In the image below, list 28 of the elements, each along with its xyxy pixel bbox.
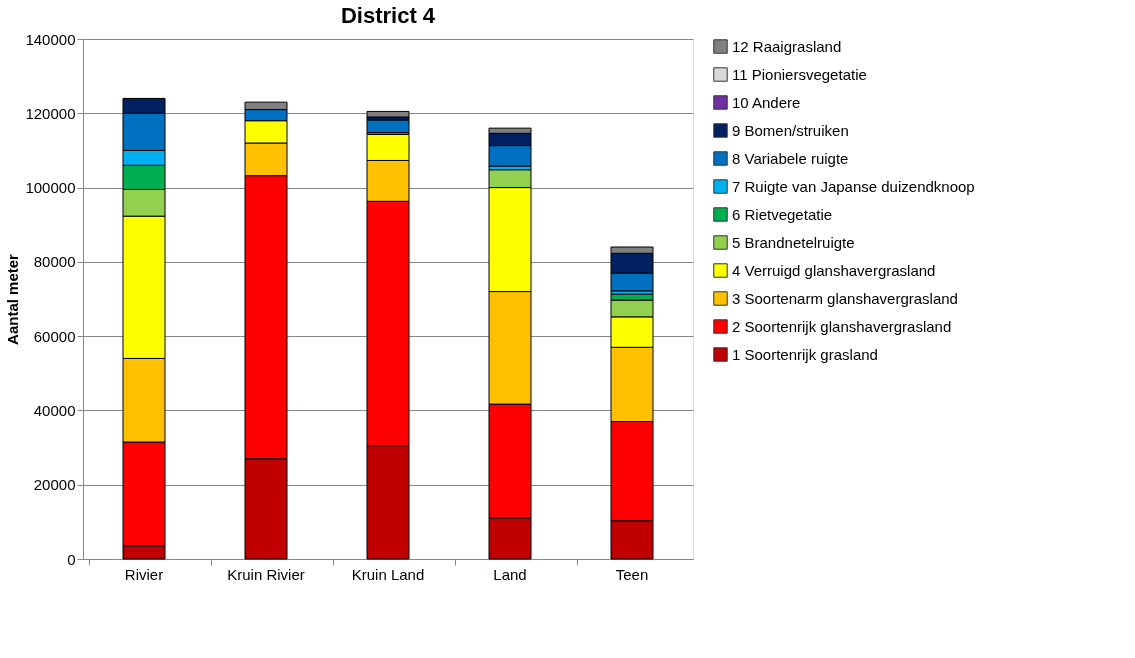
y-tick-label: 40000 [33,401,76,419]
y-tick-label: 20000 [33,476,76,494]
y-tick-label: 140000 [25,30,76,48]
x-tick-label: Kruin Land [351,565,425,583]
y-tick-label: 0 [67,550,76,568]
legend-label: 10 Andere [732,93,801,111]
legend-label: 4 Verruigd glanshavergrasland [732,261,936,279]
x-tick-label: Land [493,565,527,583]
legend-label: 6 Rietvegetatie [732,205,833,223]
legend-label: 7 Ruigte van Japanse duizendknoop [732,177,975,195]
x-tick-label: Rivier [124,565,164,583]
legend-label: 3 Soortenarm glanshavergrasland [732,289,958,307]
x-tick-label: Kruin Rivier [227,565,305,583]
y-tick-label: 120000 [25,104,76,122]
legend-label: 1 Soortenrijk grasland [732,345,878,363]
y-tick-label: 60000 [33,327,76,345]
y-axis-title: Aantal meter [4,253,22,345]
y-tick-label: 100000 [25,179,76,197]
legend-label: 2 Soortenrijk glanshavergrasland [732,317,952,335]
x-tick-label: Teen [615,565,649,583]
y-tick-label: 80000 [33,253,76,271]
legend-label: 11 Pioniersvegetatie [732,65,867,83]
bar [366,119,410,134]
legend-label: 9 Bomen/struiken [732,121,849,139]
chart-title: District 4 [340,3,436,28]
legend-label: 12 Raaigrasland [732,37,842,55]
legend-label: 8 Variabele ruigte [732,149,849,167]
legend-label: 5 Brandnetelruigte [732,233,855,251]
